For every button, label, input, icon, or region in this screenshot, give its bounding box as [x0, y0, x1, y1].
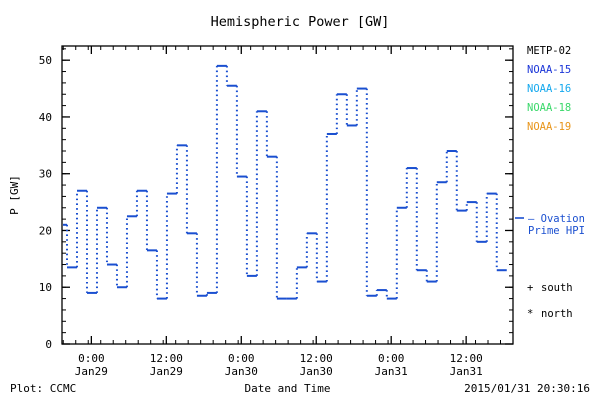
plot-frame	[61, 45, 514, 345]
ovation-legend-label-line1: — Ovation	[528, 213, 585, 225]
x-tick-date: Jan30	[300, 365, 333, 378]
x-tick-time: 12:00	[300, 352, 333, 365]
x-tick-time: 0:00	[78, 352, 105, 365]
marker-label-north: north	[541, 308, 573, 320]
ovation-legend-label-line2: Prime HPI	[528, 225, 585, 237]
legend-item-noaa-16: NOAA-16	[527, 83, 571, 95]
x-tick-time: 0:00	[228, 352, 255, 365]
x-tick-date: Jan29	[75, 365, 108, 378]
page-title: Hemispheric Power [GW]	[211, 14, 390, 30]
y-axis-label: P [GW]	[8, 175, 21, 215]
x-tick-time: 0:00	[378, 352, 405, 365]
y-tick-label: 30	[39, 168, 52, 181]
footer-plot-source: Plot: CCMC	[10, 382, 76, 395]
x-tick-date: Jan31	[450, 365, 483, 378]
y-tick-label: 50	[39, 54, 52, 67]
legend-item-metp-02: METP-02	[527, 45, 571, 57]
x-tick-date: Jan29	[150, 365, 183, 378]
legend-item-noaa-15: NOAA-15	[527, 64, 571, 76]
footer-timestamp: 2015/01/31 20:30:16	[464, 382, 590, 395]
y-tick-label: 0	[45, 338, 52, 351]
y-tick-label: 10	[39, 281, 52, 294]
x-axis-label: Date and Time	[244, 382, 330, 395]
legend-item-noaa-18: NOAA-18	[527, 102, 571, 114]
marker-glyph-south: +	[527, 282, 533, 294]
x-tick-time: 12:00	[150, 352, 183, 365]
x-tick-date: Jan31	[375, 365, 408, 378]
y-tick-label: 40	[39, 111, 52, 124]
y-tick-label: 20	[39, 224, 52, 237]
x-tick-date: Jan30	[225, 365, 258, 378]
marker-label-south: south	[541, 282, 573, 294]
x-tick-time: 12:00	[450, 352, 483, 365]
legend-item-noaa-19: NOAA-19	[527, 121, 571, 133]
marker-glyph-north: *	[527, 308, 533, 320]
